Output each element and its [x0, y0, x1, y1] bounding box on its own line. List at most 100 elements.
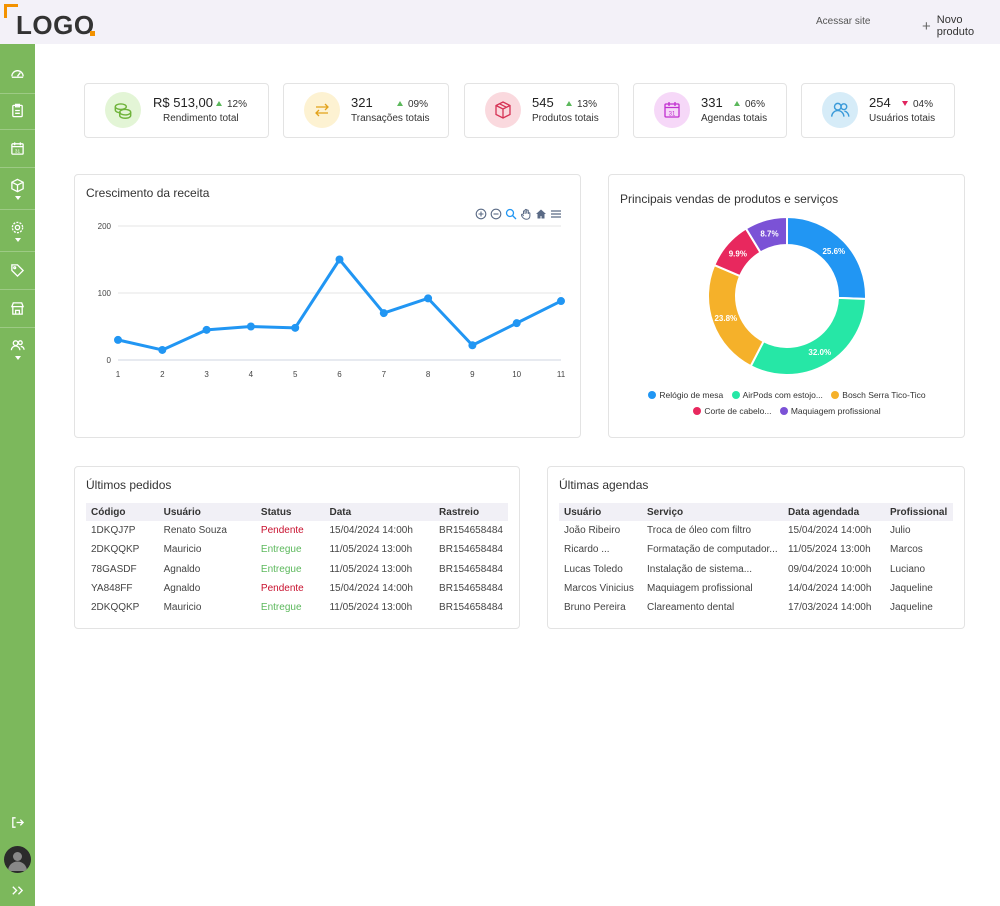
sidebar-item-store[interactable] [0, 290, 35, 328]
expand-sidebar-button[interactable] [0, 880, 35, 900]
donut-legend-row-1: Relógio de mesa AirPods com estojo... Bo… [612, 390, 962, 401]
donut-slice[interactable] [749, 296, 867, 376]
column-header[interactable]: Data [324, 503, 435, 521]
access-site-link[interactable]: Acessar site [816, 16, 871, 27]
table-cell: Troca de óleo com filtro [647, 525, 752, 537]
table-cell: Pendente [260, 525, 304, 537]
chevron-down-icon [14, 237, 21, 242]
selection-zoom-icon[interactable] [505, 208, 517, 220]
stat-value: R$ 513,00 [153, 95, 213, 110]
table-row[interactable]: 2DKQQKP Mauricio Entregue 11/05/2024 13:00h… [86, 540, 508, 559]
table-cell: Entregue [260, 563, 302, 575]
pan-hand-icon[interactable] [520, 208, 532, 220]
chevron-down-icon [14, 195, 21, 200]
settings-icon [11, 221, 24, 233]
table-cell: 11/05/2024 13:00h [788, 544, 871, 556]
new-product-button[interactable]: + Novo produto [922, 14, 1000, 38]
data-point [512, 319, 521, 328]
column-header[interactable]: Usuário [158, 503, 256, 521]
legend-item[interactable]: Relógio de mesa [648, 390, 723, 400]
logout-button[interactable] [0, 812, 35, 832]
orders-table: Código Usuário Status Data Rastreio 1DKQ… [86, 503, 508, 617]
table-cell: 1DKQJ7P [91, 525, 136, 537]
stat-label: Produtos totais [532, 113, 599, 124]
stat-card-revenue: R$ 513,00 12% Rendimento total [84, 83, 269, 138]
table-cell: Ricardo ... [564, 544, 610, 556]
users-icon [822, 92, 858, 128]
legend-swatch [831, 391, 840, 399]
stat-label: Agendas totais [701, 113, 768, 124]
revenue-chart-title: Crescimento da receita [86, 186, 210, 200]
data-point [202, 325, 211, 334]
table-cell: 2DKQQKP [91, 602, 140, 614]
sidebar-item-settings[interactable] [0, 210, 35, 252]
sidebar-item-dashboard[interactable] [0, 54, 35, 94]
table-cell: Lucas Toledo [564, 563, 623, 575]
x-tick-label: 10 [512, 370, 521, 379]
table-row[interactable]: Bruno Pereira Clareamento dental 17/03/202… [559, 598, 953, 617]
slice-value-label: 32.0% [808, 348, 831, 357]
sidebar-item-orders[interactable] [0, 92, 35, 130]
table-row[interactable]: João Ribeiro Troca de óleo com filtro 15/0… [559, 521, 953, 540]
table-cell: Jaqueline [890, 602, 933, 614]
table-row[interactable]: 2DKQQKP Mauricio Entregue 11/05/2024 13:00h… [86, 598, 508, 617]
column-header[interactable]: Rastreio [434, 503, 508, 521]
data-point [468, 341, 477, 350]
column-header[interactable]: Usuário [559, 503, 642, 521]
column-header[interactable]: Serviço [642, 503, 783, 521]
table-row[interactable]: Marcos Vinicius Maquiagem profissional 14/… [559, 579, 953, 598]
donut-slice[interactable] [786, 215, 867, 301]
table-row[interactable]: 78GASDF Agnaldo Entregue 11/05/2024 13:00h B… [86, 560, 508, 579]
coins-icon [105, 92, 141, 128]
table-cell: BR154658484 [439, 544, 503, 556]
column-header[interactable]: Data agendada [783, 503, 885, 521]
store-icon [10, 302, 25, 315]
menu-icon[interactable] [550, 208, 562, 220]
legend-label: AirPods com estojo... [742, 390, 823, 400]
legend-item[interactable]: AirPods com estojo... [731, 390, 823, 400]
chart-toolbar [475, 208, 562, 220]
legend-item[interactable]: Corte de cabelo... [693, 406, 771, 416]
table-cell: Formatação de computador... [647, 544, 778, 556]
table-cell: Agnaldo [163, 583, 201, 595]
calendar-icon: 31 [654, 92, 690, 128]
sidebar-item-users[interactable] [0, 328, 35, 370]
legend-item[interactable]: Maquiagem profissional [779, 406, 881, 416]
logo[interactable]: LOGO [4, 4, 99, 40]
svg-text:31: 31 [669, 112, 676, 118]
column-header[interactable]: Código [86, 503, 159, 521]
table-cell: Jaqueline [890, 583, 933, 595]
top-bar: LOGO Acessar site + Novo produto [0, 0, 1000, 44]
table-row[interactable]: YA848FF Agnaldo Pendente 15/04/2024 14:00h B… [86, 579, 508, 598]
sidebar-item-calendar[interactable]: 31 [0, 130, 35, 168]
x-tick-label: 3 [204, 370, 209, 379]
stat-value: 321 [351, 95, 373, 110]
calendar-icon: 31 [11, 142, 24, 155]
stat-delta-value: 04% [913, 99, 934, 110]
legend-item[interactable]: Bosch Serra Tico-Tico [831, 390, 926, 400]
y-tick-label: 100 [98, 289, 112, 298]
trend-up-icon [216, 101, 222, 106]
slice-value-label: 9.9% [729, 249, 747, 258]
table-cell: 14/04/2024 14:00h [788, 583, 872, 595]
table-cell: Pendente [260, 583, 304, 595]
table-row[interactable]: Lucas Toledo Instalação de sistema... 09/0… [559, 560, 953, 579]
column-header[interactable]: Status [255, 503, 325, 521]
y-tick-label: 200 [98, 222, 112, 231]
package-icon [485, 92, 521, 128]
donut-slice[interactable] [744, 215, 788, 254]
avatar[interactable] [4, 846, 31, 873]
legend-swatch [779, 407, 788, 415]
zoom-in-icon[interactable] [475, 208, 487, 220]
table-row[interactable]: Ricardo ... Formatação de computador... 11… [559, 540, 953, 559]
table-cell: Mauricio [163, 602, 202, 614]
zoom-out-icon[interactable] [490, 208, 502, 220]
sidebar-item-tags[interactable] [0, 252, 35, 290]
chevron-down-icon [14, 356, 21, 360]
table-row[interactable]: 1DKQJ7P Renato Souza Pendente 15/04/2024 14… [86, 521, 508, 540]
legend-label: Maquiagem profissional [790, 406, 881, 416]
column-header[interactable]: Profissional [885, 503, 953, 521]
trend-up-icon [734, 101, 740, 106]
reset-home-icon[interactable] [535, 208, 547, 220]
sidebar-item-products[interactable] [0, 168, 35, 210]
